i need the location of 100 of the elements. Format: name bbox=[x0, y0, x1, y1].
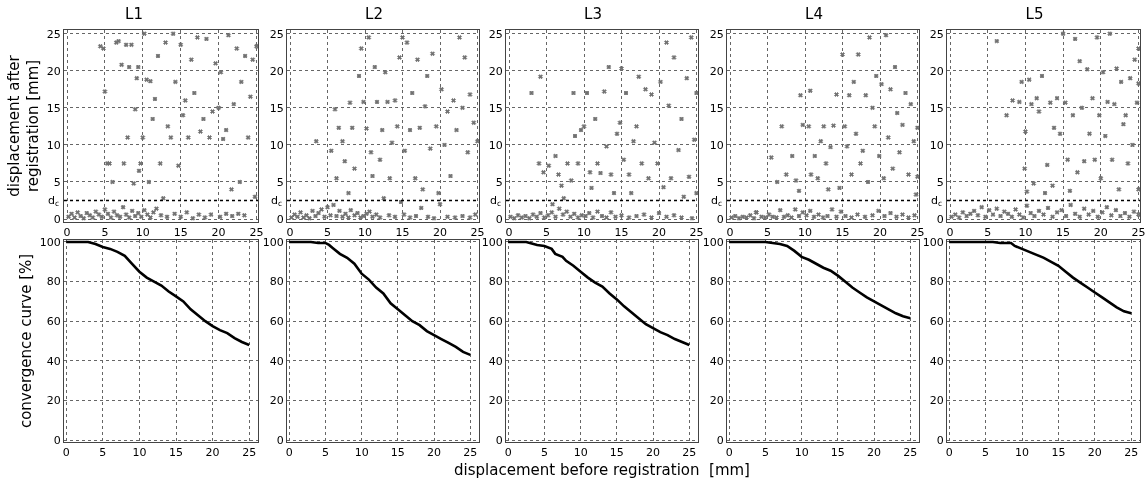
y-tick-label: 5 bbox=[716, 175, 724, 189]
x-tick-label: 10 bbox=[798, 226, 812, 240]
x-tick-label: 15 bbox=[614, 226, 629, 240]
x-tick-label: 15 bbox=[395, 226, 410, 240]
y-tick-label: 60 bbox=[929, 315, 944, 329]
y-tick-label: 10 bbox=[929, 138, 944, 152]
x-tick-label: 10 bbox=[135, 226, 150, 240]
y-tick-label: 20 bbox=[709, 394, 724, 408]
x-tick-label: 20 bbox=[1093, 226, 1108, 240]
x-tick-label: 5 bbox=[764, 226, 771, 240]
x-tick-label: 15 bbox=[169, 446, 184, 460]
y-tick-label: 20 bbox=[46, 394, 61, 408]
x-tick-label: 15 bbox=[1051, 446, 1066, 460]
y-tick-label: 15 bbox=[488, 101, 503, 115]
y-tick-label: 25 bbox=[709, 27, 724, 41]
y-tick-label: 40 bbox=[709, 354, 724, 368]
y-tick-label: 15 bbox=[929, 101, 944, 115]
y-tick-label: 20 bbox=[929, 64, 944, 78]
y-tick-label: 100 bbox=[922, 235, 944, 249]
x-tick-label: 15 bbox=[173, 226, 188, 240]
y-tick-label: 10 bbox=[488, 138, 503, 152]
x-tick-label: 20 bbox=[873, 226, 887, 240]
x-tick-label: 15 bbox=[835, 226, 850, 240]
ref-line-label: d$_{c}$ bbox=[711, 194, 723, 209]
y-tick-label: 0 bbox=[276, 212, 284, 226]
chart-title: L2 bbox=[365, 4, 383, 23]
ref-line-label: d$_{c}$ bbox=[271, 194, 283, 209]
x-tick-label: 0 bbox=[725, 446, 733, 460]
y-tick-label: 20 bbox=[488, 64, 503, 78]
y-tick-label: 0 bbox=[716, 212, 724, 226]
y-tick-label: 60 bbox=[488, 315, 503, 329]
y-tick-label: 20 bbox=[709, 64, 724, 78]
y-tick-label: 80 bbox=[929, 275, 944, 289]
x-tick-label: 5 bbox=[543, 226, 550, 240]
ref-line-label: d$_{c}$ bbox=[490, 194, 502, 209]
x-tick-label: 10 bbox=[577, 226, 591, 240]
y-tick-label: 25 bbox=[46, 27, 61, 41]
x-tick-label: 20 bbox=[211, 226, 226, 240]
y-tick-label: 100 bbox=[702, 235, 724, 249]
y-tick-label: 25 bbox=[929, 27, 944, 41]
y-tick-label: 25 bbox=[488, 27, 503, 41]
x-tick-label: 25 bbox=[689, 226, 704, 240]
y-tick-label: 10 bbox=[269, 138, 284, 152]
y-tick-label: 20 bbox=[269, 64, 284, 78]
x-tick-label: 0 bbox=[63, 226, 71, 240]
x-tick-label: 20 bbox=[433, 226, 447, 240]
x-tick-label: 10 bbox=[1015, 446, 1030, 460]
y-tick-label: 0 bbox=[53, 212, 61, 226]
x-tick-label: 10 bbox=[358, 226, 372, 240]
x-tick-label: 25 bbox=[910, 226, 925, 240]
x-tick-label: 10 bbox=[1018, 226, 1033, 240]
y-tick-label: 5 bbox=[53, 175, 61, 189]
x-tick-label: 5 bbox=[101, 226, 109, 240]
x-tick-label: 25 bbox=[249, 226, 264, 240]
x-tick-label: 5 bbox=[99, 446, 107, 460]
ref-line-label: d$_{c}$ bbox=[48, 194, 60, 209]
y-tick-label: 0 bbox=[53, 433, 61, 447]
y-tick-label: 15 bbox=[709, 101, 724, 115]
x-tick-label: 0 bbox=[726, 226, 734, 240]
y-tick-label: 0 bbox=[495, 433, 503, 447]
y-tick-label: 5 bbox=[495, 175, 503, 189]
x-tick-label: 10 bbox=[354, 446, 369, 460]
y-tick-label: 40 bbox=[929, 354, 944, 368]
x-tick-label: 20 bbox=[1087, 446, 1102, 460]
chart-title: L5 bbox=[1025, 4, 1044, 23]
x-tick-label: 20 bbox=[652, 226, 666, 240]
y-tick-label: 100 bbox=[481, 235, 503, 249]
y-tick-label: 20 bbox=[488, 394, 503, 408]
x-tick-label: 0 bbox=[505, 226, 513, 240]
y-tick-label: 25 bbox=[269, 27, 284, 41]
x-tick-label: 10 bbox=[794, 446, 809, 460]
x-tick-label: 0 bbox=[286, 226, 294, 240]
x-tick-label: 0 bbox=[504, 446, 512, 460]
ref-line-label: d$_{c}$ bbox=[931, 194, 943, 209]
x-tick-label: 0 bbox=[946, 226, 954, 240]
x-tick-label: 5 bbox=[984, 226, 992, 240]
y-tick-label: 80 bbox=[709, 275, 724, 289]
y-tick-label: 60 bbox=[46, 315, 61, 329]
x-tick-label: 25 bbox=[903, 446, 918, 460]
y-axis-title: displacement after registration [mm] bbox=[4, 54, 43, 197]
x-tick-label: 5 bbox=[982, 446, 990, 460]
x-tick-label: 25 bbox=[1124, 446, 1139, 460]
y-tick-label: 0 bbox=[276, 433, 284, 447]
x-tick-label: 5 bbox=[321, 446, 329, 460]
y-tick-label: 0 bbox=[936, 433, 944, 447]
y-tick-label: 5 bbox=[276, 175, 284, 189]
x-tick-label: 25 bbox=[463, 446, 478, 460]
y-tick-label: 20 bbox=[46, 64, 61, 78]
y-tick-label: 10 bbox=[709, 138, 724, 152]
y-tick-label: 0 bbox=[716, 433, 724, 447]
x-tick-label: 0 bbox=[285, 446, 293, 460]
y-axis-title: convergence curve [%] bbox=[17, 253, 36, 429]
x-tick-label: 15 bbox=[390, 446, 405, 460]
x-tick-label: 0 bbox=[945, 446, 953, 460]
y-tick-label: 5 bbox=[936, 175, 944, 189]
chart-title: L1 bbox=[125, 4, 143, 23]
y-tick-label: 60 bbox=[269, 315, 284, 329]
x-tick-label: 15 bbox=[609, 446, 624, 460]
x-tick-label: 25 bbox=[682, 446, 697, 460]
y-tick-label: 20 bbox=[929, 394, 944, 408]
